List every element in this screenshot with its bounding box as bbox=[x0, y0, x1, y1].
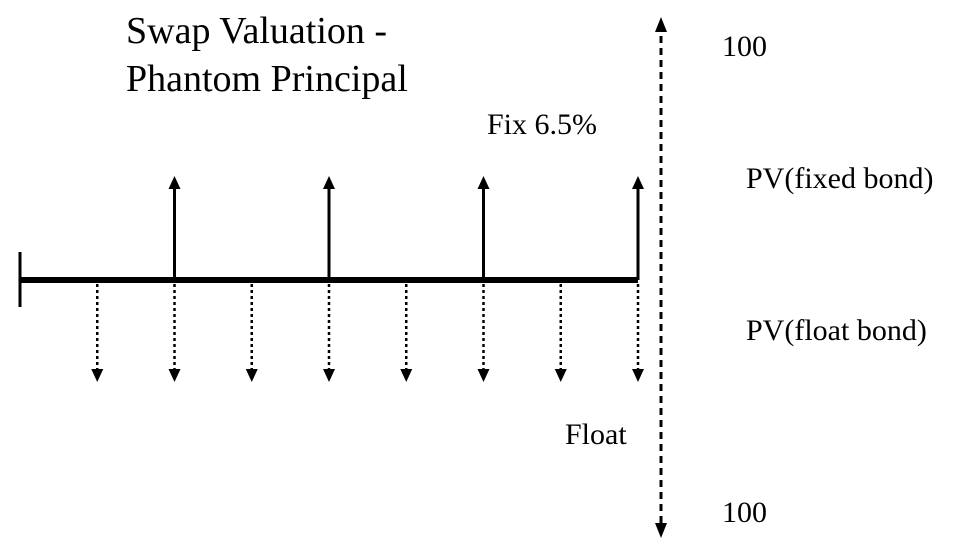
float-payment-arrowhead bbox=[554, 369, 567, 382]
float-payment-arrowhead bbox=[323, 369, 335, 382]
float-payment-arrowhead bbox=[632, 369, 644, 382]
float-payment-arrows bbox=[91, 284, 644, 382]
principal-arrowhead-up bbox=[655, 17, 667, 32]
fixed-leg-label: Fix 6.5% bbox=[487, 108, 598, 141]
float-payment-arrowhead bbox=[400, 369, 413, 382]
principal-arrowhead-down bbox=[655, 523, 667, 538]
fixed-payment-arrows bbox=[168, 176, 644, 280]
fixed-payment-arrowhead bbox=[477, 176, 490, 189]
fixed-payment-arrowhead bbox=[632, 176, 644, 189]
pv-float-bond-label: PV(float bond) bbox=[746, 314, 927, 347]
float-leg-label: Float bbox=[565, 418, 627, 451]
fixed-payment-arrowhead bbox=[323, 176, 335, 189]
pv-fixed-bond-label: PV(fixed bond) bbox=[746, 162, 934, 195]
float-payment-arrowhead bbox=[477, 369, 490, 382]
fixed-payment-arrowhead bbox=[168, 176, 181, 189]
title-line-1: Swap Valuation - bbox=[126, 10, 388, 52]
float-payment-arrowhead bbox=[245, 369, 258, 382]
title-line-2: Phantom Principal bbox=[126, 58, 408, 100]
principal-bottom-label: 100 bbox=[722, 496, 767, 529]
principal-top-label: 100 bbox=[722, 30, 767, 63]
float-payment-arrowhead bbox=[91, 369, 104, 382]
float-payment-arrowhead bbox=[168, 369, 181, 382]
